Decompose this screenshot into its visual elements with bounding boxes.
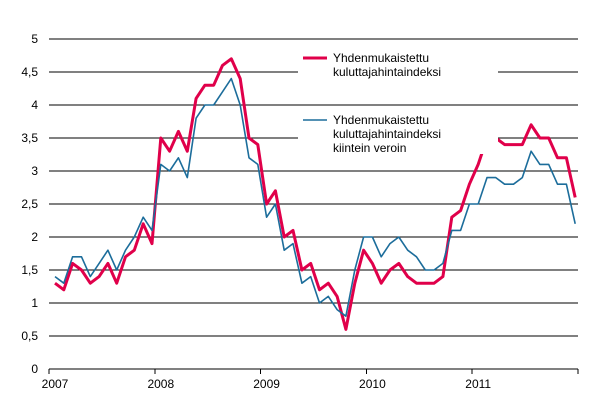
y-tick-label: 4,5 — [21, 65, 38, 79]
y-tick-label: 4 — [31, 98, 38, 112]
legend-label-1: Yhdenmukaistettu — [333, 51, 429, 65]
x-tick-label: 2008 — [147, 377, 174, 391]
x-tick-label: 2009 — [253, 377, 280, 391]
legend-label-2: kuluttajahintaindeksi — [333, 127, 441, 141]
x-axis: 2007 2008 2009 2010 2011 — [42, 368, 579, 391]
y-tick-label: 1 — [31, 296, 38, 310]
y-tick-label: 2 — [31, 230, 38, 244]
series-line-2 — [54, 77, 576, 318]
y-tick-label: 5 — [31, 32, 38, 46]
legend-label-1: kuluttajahintaindeksi — [333, 65, 441, 79]
legend: YhdenmukaistettukuluttajahintaindeksiYhd… — [298, 44, 498, 155]
y-tick-label: 3,5 — [21, 131, 38, 145]
x-tick-label: 2007 — [42, 377, 69, 391]
legend-label-2: kiintein veroin — [333, 141, 406, 155]
y-axis-tick-labels: 0 0,5 1 1,5 2 2,5 3 3,5 4 4,5 5 — [21, 32, 38, 376]
legend-label-2: Yhdenmukaistettu — [333, 113, 429, 127]
legend-background — [298, 106, 498, 154]
y-tick-label: 1,5 — [21, 263, 38, 277]
y-tick-label: 0 — [31, 362, 38, 376]
y-tick-label: 3 — [31, 164, 38, 178]
y-tick-label: 2,5 — [21, 197, 38, 211]
gridlines — [49, 38, 578, 337]
x-tick-label: 2011 — [465, 377, 491, 391]
x-tick-label: 2010 — [359, 377, 386, 391]
series-lines — [54, 57, 577, 331]
legend-background — [298, 44, 498, 78]
y-tick-label: 0,5 — [21, 329, 38, 343]
